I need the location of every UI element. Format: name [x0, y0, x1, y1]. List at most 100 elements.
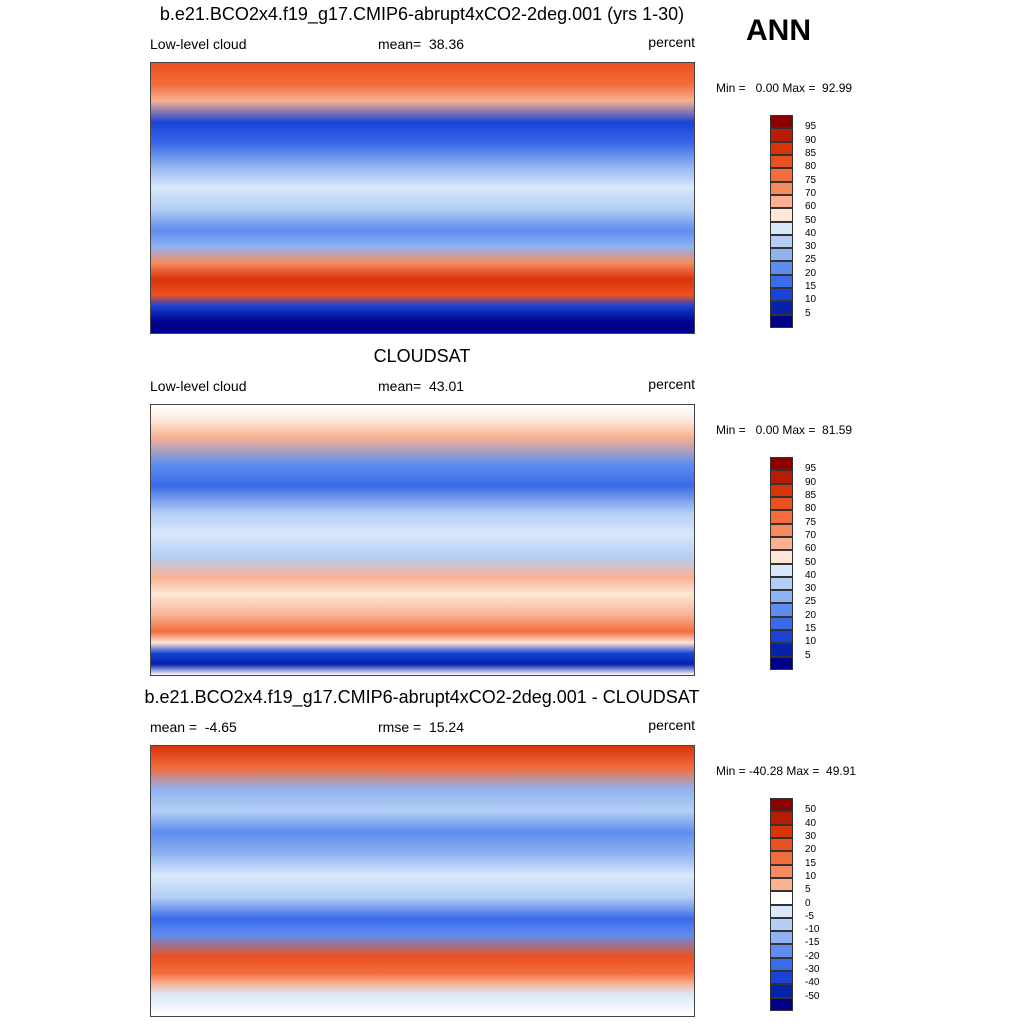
map [150, 62, 695, 334]
colorbar-box [770, 274, 793, 289]
colorbar-box [770, 576, 793, 591]
map [150, 745, 695, 1017]
colorbar-box [770, 931, 793, 945]
colorbar-label: -5 [805, 910, 814, 922]
colorbar-box [770, 891, 793, 905]
colorbar-box [770, 811, 793, 825]
colorbar-label: 85 [805, 147, 817, 159]
colorbar-label: 5 [805, 884, 811, 896]
colorbar-box [770, 181, 793, 195]
colorbar-box [770, 115, 793, 129]
min-max: Min = -40.28 Max = 49.91 [716, 764, 857, 778]
colorbar-box [770, 234, 793, 249]
colorbar-box [770, 261, 793, 275]
colorbar-label: 80 [805, 161, 817, 173]
colorbar-label: 20 [805, 609, 817, 621]
units-label: percent [648, 717, 695, 733]
colorbar-label: 60 [805, 543, 817, 555]
colorbar-label: 30 [805, 830, 817, 842]
map [150, 404, 695, 676]
colorbar-label: -40 [805, 977, 820, 989]
colorbar-label: 50 [805, 214, 817, 226]
min-max: Min = 0.00 Max = 81.59 [716, 423, 853, 437]
colorbar-label: 25 [805, 254, 817, 266]
colorbar-box [770, 194, 793, 209]
colorbar-label: 30 [805, 241, 817, 253]
colorbar-label: 75 [805, 516, 817, 528]
colorbar-box [770, 971, 793, 985]
colorbar-box [770, 550, 793, 564]
colorbar-label: 75 [805, 174, 817, 186]
colorbar-label: -15 [805, 937, 820, 949]
left-label: mean = -4.65 [150, 719, 237, 735]
colorbar-label: 25 [805, 596, 817, 608]
center-label: rmse = 15.24 [378, 719, 464, 735]
left-label: Low-level cloud [150, 378, 247, 394]
colorbar-box [770, 301, 793, 315]
panel-title: CLOUDSAT [373, 346, 471, 366]
colorbar-box [770, 851, 793, 865]
colorbar-label: 50 [805, 556, 817, 568]
colorbar-label: 15 [805, 857, 817, 869]
colorbar-label: 40 [805, 817, 817, 829]
colorbar-box [770, 630, 793, 644]
colorbar-box [770, 154, 793, 169]
colorbar-box [770, 483, 793, 497]
colorbar-box [770, 536, 793, 551]
colorbar-label: 90 [805, 476, 817, 488]
left-label: Low-level cloud [150, 36, 247, 52]
colorbar-box [770, 457, 793, 471]
colorbar-box [770, 616, 793, 631]
colorbar-label: 90 [805, 134, 817, 146]
min-max: Min = 0.00 Max = 92.99 [716, 81, 853, 95]
colorbar-label: 95 [805, 121, 817, 133]
colorbar-box [770, 643, 793, 657]
colorbar-box [770, 523, 793, 537]
colorbar-box [770, 864, 793, 878]
colorbar-label: -30 [805, 964, 820, 976]
colorbar-box [770, 248, 793, 262]
colorbar-label: -10 [805, 924, 820, 936]
colorbar-label: 20 [805, 267, 817, 279]
colorbar-box [770, 824, 793, 838]
colorbar-box [770, 141, 793, 155]
colorbar-label: 10 [805, 636, 817, 648]
colorbar-box [770, 563, 793, 577]
colorbar-label: -50 [805, 990, 820, 1002]
colorbar-box [770, 656, 793, 670]
colorbar-label: 10 [805, 870, 817, 882]
colorbar-box [770, 221, 793, 235]
colorbar-box [770, 168, 793, 182]
colorbar-label: 85 [805, 489, 817, 501]
colorbar-box [770, 128, 793, 142]
colorbar-box [770, 510, 793, 524]
colorbar-label: 80 [805, 503, 817, 515]
colorbar-label: 50 [805, 804, 817, 816]
center-label: mean= 38.36 [378, 36, 465, 52]
colorbar-box [770, 798, 793, 812]
colorbar-label: 10 [805, 294, 817, 306]
colorbar-box [770, 944, 793, 958]
colorbar-box [770, 917, 793, 932]
colorbar-box [770, 957, 793, 972]
colorbar-label: 70 [805, 529, 817, 541]
colorbar-box [770, 314, 793, 328]
colorbar-box [770, 904, 793, 918]
colorbar-label: 95 [805, 463, 817, 475]
units-label: percent [648, 376, 695, 392]
center-label: mean= 43.01 [378, 378, 465, 394]
season-label: ANN [746, 14, 811, 47]
panel-title: b.e21.BCO2x4.f19_g17.CMIP6-abrupt4xCO2-2… [144, 687, 700, 707]
colorbar-box [770, 470, 793, 484]
colorbar-box [770, 984, 793, 998]
colorbar-box [770, 496, 793, 511]
colorbar-label: 40 [805, 569, 817, 581]
colorbar-box [770, 288, 793, 302]
colorbar-box [770, 877, 793, 892]
colorbar-label: 5 [805, 649, 811, 661]
colorbar-box [770, 208, 793, 222]
colorbar-label: 20 [805, 844, 817, 856]
colorbar-box [770, 590, 793, 604]
panel-title: b.e21.BCO2x4.f19_g17.CMIP6-abrupt4xCO2-2… [159, 4, 685, 24]
colorbar-box [770, 997, 793, 1011]
